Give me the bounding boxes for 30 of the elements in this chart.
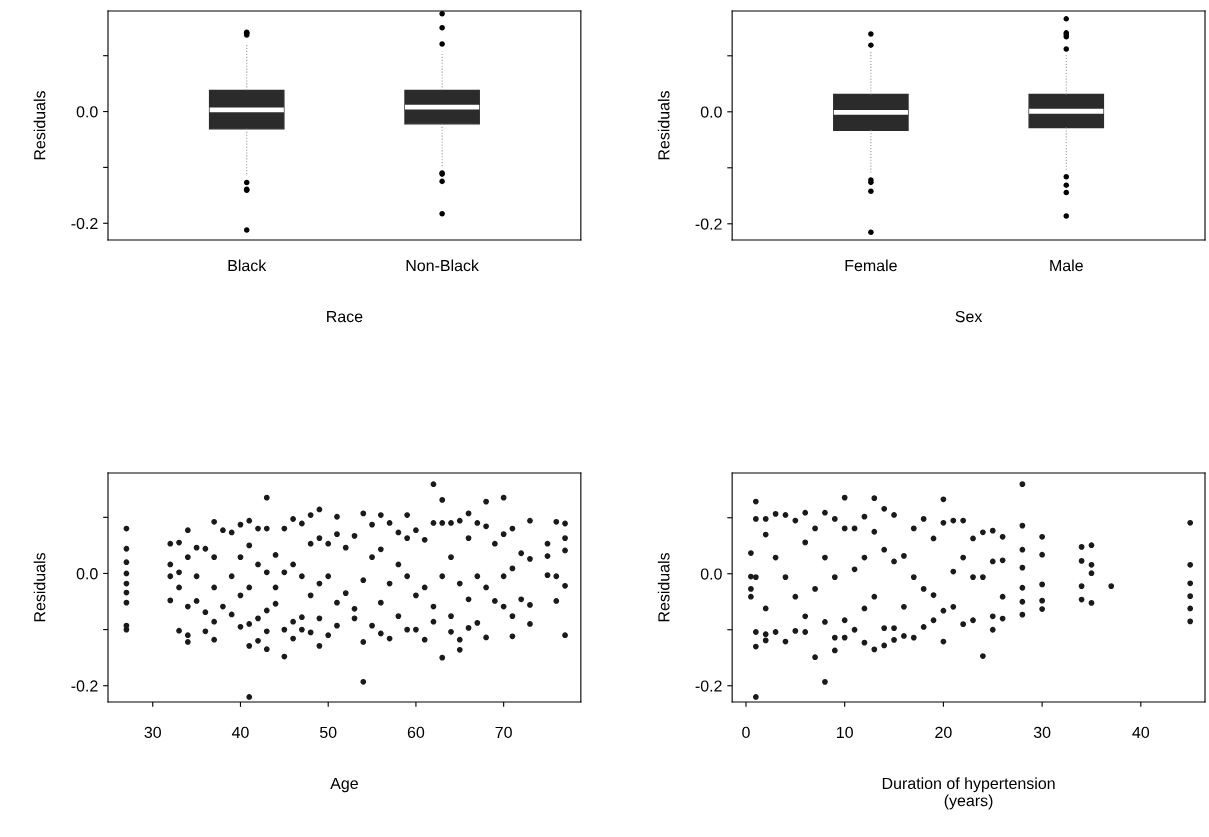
x-axis-title: Race [327,311,363,323]
y-tick-label: 0.0 [700,568,722,580]
y-axis-title: Residuals [33,91,46,160]
x-tick-label: Female [845,259,897,272]
x-tick-label: 60 [407,726,425,739]
x-tick-label: 30 [1033,726,1051,739]
x-tick-label: 40 [1132,726,1150,739]
x-tick-label: Non-Black [406,259,479,272]
y-axis-title: Residuals [657,552,670,622]
x-tick-label: 10 [837,726,853,739]
x-tick-label: 40 [231,726,249,739]
y-tick-label: 0.0 [76,106,98,118]
y-tick-label: 0.0 [76,568,98,580]
x-tick-label: Black [228,259,267,272]
y-tick-label: 0.0 [700,106,722,118]
y-tick-label: -0.2 [71,217,98,230]
x-tick-label: Male [1050,259,1083,272]
y-tick-label: -0.2 [695,218,722,230]
y-tick-label: -0.2 [695,680,722,692]
x-axis-title: Sex [955,310,983,323]
x-tick-label: 20 [935,726,952,739]
x-tick-label: 50 [319,726,337,739]
x-tick-label: 30 [144,726,161,739]
x-tick-label: 0 [742,726,750,739]
y-axis-title: Residuals [657,91,670,160]
x-axis-title: Duration of hypertension (years) [882,777,1055,810]
y-tick-label: -0.2 [71,680,98,692]
x-axis-title: Age [330,777,358,793]
y-axis-title: Residuals [33,552,46,622]
x-tick-label: 70 [495,726,512,739]
